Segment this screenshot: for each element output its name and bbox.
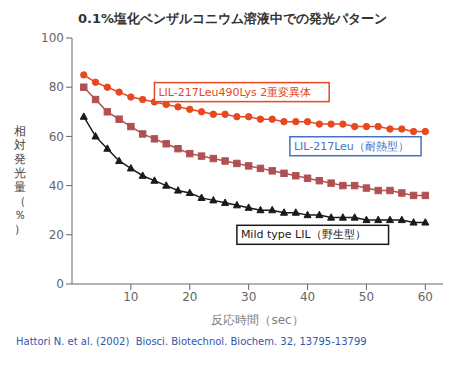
html-text:0.1%塩化ベンザルコニウム溶液中での発光パターン: 0.1%塩化ベンザルコニウム溶液中での発光パターン	[78, 11, 387, 26]
svg-text:40: 40	[49, 179, 64, 193]
svg-text:60: 60	[49, 130, 64, 144]
svg-text:60: 60	[418, 290, 433, 304]
html-text:相: 相	[14, 124, 26, 138]
html-text:光: 光	[14, 166, 26, 180]
svg-text:Mild type LIL（野生型）: Mild type LIL（野生型）	[241, 228, 366, 241]
svg-text:30: 30	[241, 290, 256, 304]
svg-text:20: 20	[49, 228, 64, 242]
html-text:対: 対	[14, 138, 26, 152]
svg-text:反応時間（sec）: 反応時間（sec）	[211, 313, 303, 327]
svg-text:20: 20	[182, 290, 197, 304]
svg-text:50: 50	[359, 290, 374, 304]
html-text:Hattori N. et al. (2002) Biosc: Hattori N. et al. (2002) Biosci. Biotech…	[16, 336, 367, 347]
svg-text:10: 10	[123, 290, 138, 304]
svg-text:40: 40	[300, 290, 315, 304]
html-text:発: 発	[14, 152, 26, 166]
svg-text:LIL-217Leu490Lys 2重変異体: LIL-217Leu490Lys 2重変異体	[158, 86, 311, 99]
svg-text:0: 0	[56, 277, 64, 291]
html-text:量: 量	[14, 180, 26, 194]
svg-text:LIL-217Leu（耐熱型）: LIL-217Leu（耐熱型）	[294, 140, 409, 153]
svg-text:80: 80	[49, 80, 64, 94]
svg-text:100: 100	[41, 31, 64, 45]
